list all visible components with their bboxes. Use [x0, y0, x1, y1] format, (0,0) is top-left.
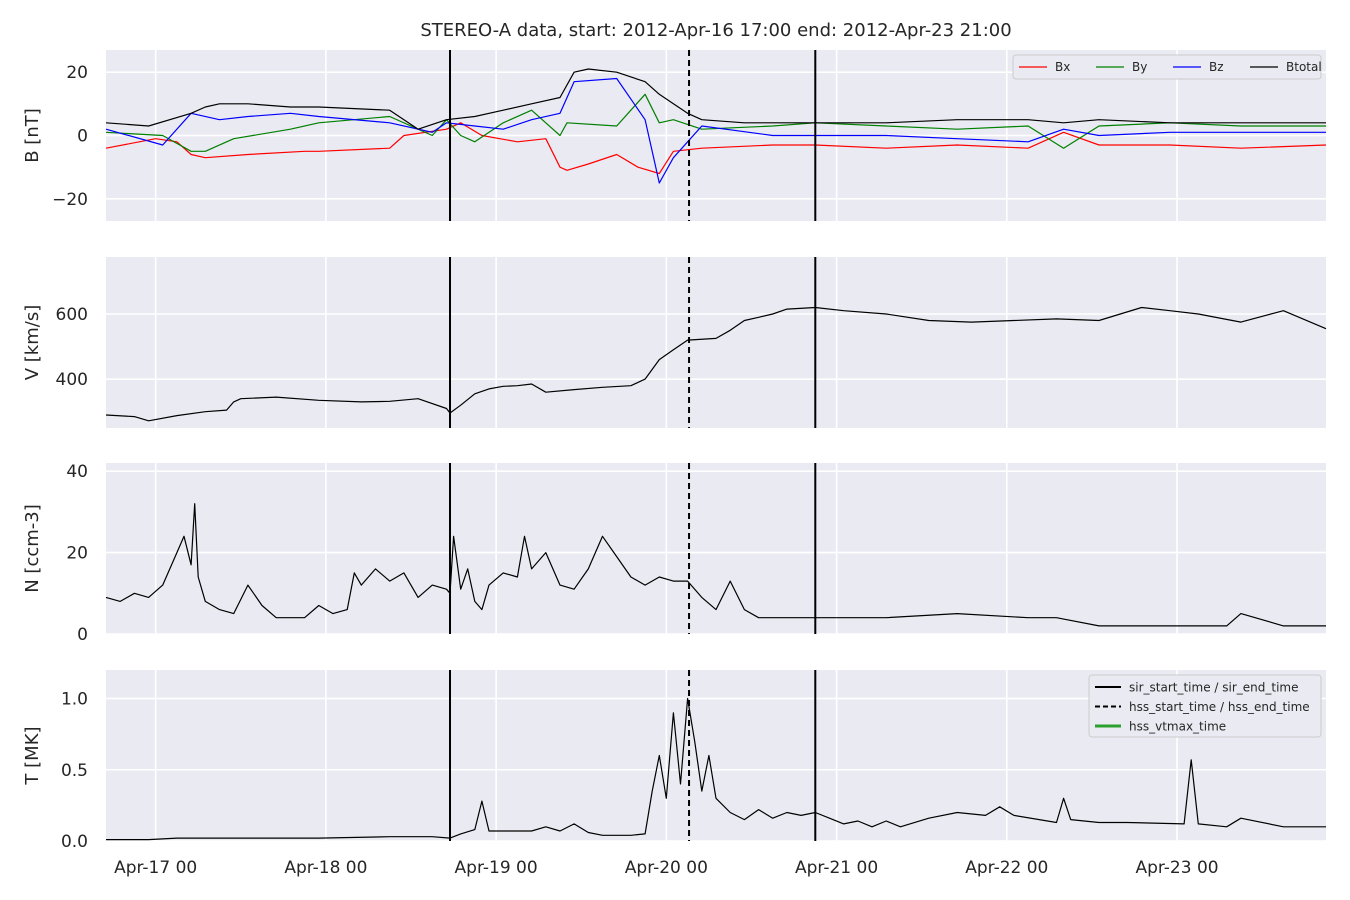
y-axis-label: N [ccm-3] [22, 504, 43, 593]
y-tick-label: 0.0 [61, 832, 88, 852]
y-tick-label: −20 [52, 190, 88, 210]
series-line-by [105, 93, 1326, 152]
legend-label: By [1132, 60, 1147, 74]
x-tick-label: Apr-23 00 [1135, 858, 1218, 878]
x-tick-label: Apr-21 00 [795, 858, 878, 878]
legend-box [1012, 54, 1322, 80]
series-line-n [105, 503, 1326, 627]
panels-group: −20 0 20 B [nT] Bx By Bz Btotal 400 600 V [km/s] 0 2… [22, 50, 1327, 878]
y-tick-label: 0.5 [61, 761, 88, 781]
panel-background [106, 463, 1326, 634]
x-tick-label: Apr-19 00 [455, 858, 538, 878]
legend-label: Btotal [1286, 60, 1322, 74]
legend-label: hss_start_time / hss_end_time [1129, 700, 1310, 714]
panel-2: 0 20 40 N [ccm-3] [22, 462, 1326, 645]
panel-0: −20 0 20 B [nT] Bx By Bz Btotal [22, 50, 1327, 221]
y-axis-label: V [km/s] [22, 305, 43, 380]
figure-title: STEREO-A data, start: 2012-Apr-16 17:00 … [420, 20, 1011, 41]
series-line-bx [105, 122, 1327, 175]
y-tick-label: 0 [77, 625, 88, 645]
y-tick-label: 1.0 [61, 690, 88, 710]
y-axis-label: B [nT] [22, 108, 43, 163]
legend-label: hss_vtmax_time [1129, 720, 1226, 734]
series-line-t [106, 697, 1326, 841]
x-tick-label: Apr-17 00 [114, 858, 197, 878]
legend-box [1088, 674, 1322, 738]
panel-3: 0.0 0.5 1.0 T [MK] sir_start_time / sir_end_… [22, 670, 1326, 878]
panel-1: 400 600 V [km/s] [22, 257, 1327, 428]
y-tick-label: 600 [56, 305, 88, 325]
legend-label: sir_start_time / sir_end_time [1129, 681, 1299, 695]
y-tick-label: 40 [66, 462, 88, 482]
y-tick-label: 20 [66, 544, 88, 564]
y-tick-label: 20 [66, 63, 88, 83]
y-tick-label: 400 [56, 370, 88, 390]
series-line-btotal [105, 68, 1326, 130]
panel-background [106, 257, 1326, 428]
x-tick-label: Apr-22 00 [965, 858, 1048, 878]
y-tick-label: 0 [77, 127, 88, 147]
legend-label: Bz [1209, 60, 1224, 74]
legend-label: Bx [1055, 60, 1070, 74]
x-tick-label: Apr-20 00 [625, 858, 708, 878]
series-line-v [105, 306, 1327, 422]
y-axis-label: T [MK] [22, 726, 43, 785]
x-tick-label: Apr-18 00 [284, 858, 367, 878]
series-line-bz [105, 77, 1326, 184]
